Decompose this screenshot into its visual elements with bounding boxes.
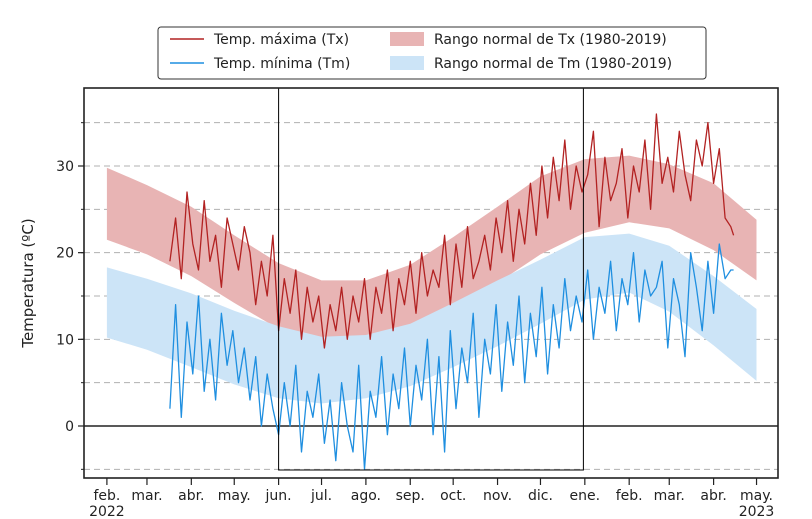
series-line-temp-m-nima-tm- (169, 243, 734, 470)
series-line-temp-m-xima-tx- (169, 113, 735, 349)
x-axis: feb. mar. abr. may. jun. jul. ago. sep. oct. nov.… (89, 478, 774, 519)
x-tick-label: oct. (440, 488, 466, 504)
x-tick-label: dic. (528, 488, 553, 504)
band-rango-normal-de-tx-1980-2019- (106, 155, 757, 346)
band-rango-normal-de-tm-1980-2019- (106, 233, 757, 404)
y-axis: 0 10 20 30 (56, 122, 84, 470)
x-tick-label: may. (218, 488, 251, 504)
legend-label: Rango normal de Tm (1980-2019) (434, 56, 672, 72)
x-year-label: 2023 (739, 504, 775, 519)
y-tick-label: 10 (56, 332, 74, 348)
legend: Temp. máxima (Tx) Temp. mínima (Tm) Rango … (157, 26, 707, 80)
legend-label: Temp. máxima (Tx) (213, 32, 349, 48)
y-tick-label: 20 (56, 246, 74, 262)
x-tick-label: sep. (396, 488, 425, 504)
x-tick-label: jul. (310, 488, 332, 504)
plot-frame (83, 87, 779, 479)
x-tick-label: mar. (131, 488, 162, 504)
x-tick-label: mar. (654, 488, 685, 504)
temperature-lines (169, 113, 735, 470)
legend-box (157, 26, 707, 80)
normal-range-bands (106, 155, 757, 404)
legend-label: Rango normal de Tx (1980-2019) (434, 32, 667, 48)
x-tick-label: jun. (265, 488, 292, 504)
x-tick-label: feb. (93, 488, 120, 504)
y-tick-label: 0 (65, 419, 74, 435)
plot-border (83, 87, 779, 479)
x-tick-label: abr. (178, 488, 204, 504)
x-tick-label: feb. (616, 488, 643, 504)
legend-swatch-band (390, 32, 424, 46)
y-tick-label: 30 (56, 159, 74, 175)
x-tick-label: ene. (570, 488, 601, 504)
y-axis-label: Temperatura (ºC) (19, 218, 37, 348)
x-tick-label: may. (740, 488, 773, 504)
legend-label: Temp. mínima (Tm) (213, 56, 350, 72)
legend-swatch-band (390, 56, 424, 70)
x-tick-label: ago. (351, 488, 381, 504)
x-tick-label: abr. (700, 488, 726, 504)
x-year-label: 2022 (89, 504, 125, 519)
x-tick-label: nov. (483, 488, 512, 504)
